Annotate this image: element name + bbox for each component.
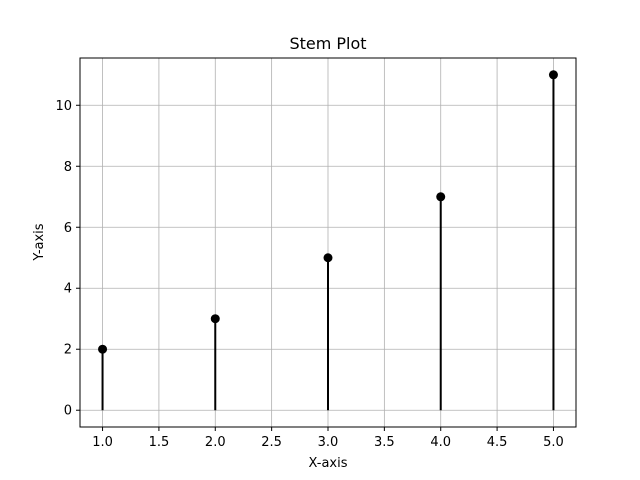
stem-marker [323, 253, 333, 263]
y-tick-label: 6 [64, 221, 72, 236]
x-tick-label: 5.0 [543, 435, 564, 450]
x-tick-label: 3.5 [374, 435, 395, 450]
y-axis-label: Y-axis [32, 223, 47, 261]
stem-markers [98, 70, 558, 354]
x-axis-label: X-axis [309, 456, 348, 471]
stem-marker [548, 70, 558, 80]
y-tick-label: 8 [64, 160, 72, 175]
y-tick-label: 10 [55, 99, 72, 114]
x-tick-label: 2.0 [205, 435, 226, 450]
chart-title: Stem Plot [289, 34, 366, 53]
stem-marker [210, 314, 220, 324]
x-tick-label: 4.0 [430, 435, 451, 450]
y-tick-label: 2 [64, 343, 72, 358]
x-axis-ticks: 1.0 1.5 2.0 2.5 3.0 3.5 4.0 4.5 5.0 [92, 427, 564, 450]
x-tick-label: 1.0 [92, 435, 113, 450]
x-tick-label: 2.5 [261, 435, 282, 450]
y-axis-ticks: 0 2 4 6 8 10 [55, 99, 80, 419]
x-tick-label: 1.5 [149, 435, 170, 450]
stem-marker [436, 192, 446, 202]
stem-marker [98, 344, 108, 354]
x-tick-label: 3.0 [318, 435, 339, 450]
stems [101, 74, 555, 411]
grid-lines [80, 58, 576, 427]
x-tick-label: 4.5 [487, 435, 508, 450]
y-tick-label: 0 [64, 404, 72, 419]
y-tick-label: 4 [64, 282, 72, 297]
